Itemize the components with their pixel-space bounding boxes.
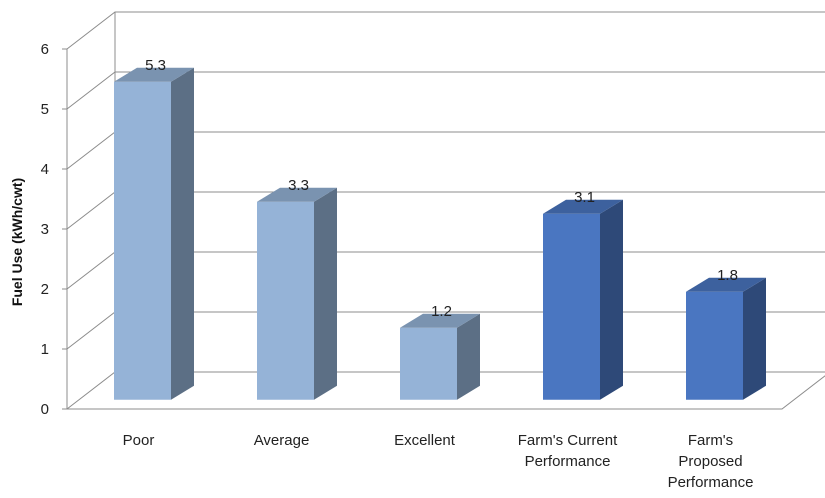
bar-top: [400, 313, 480, 328]
bars: [114, 67, 766, 400]
y-tick-label: 5: [41, 101, 49, 118]
bar-side: [457, 313, 480, 400]
category-label: Excellent: [394, 432, 456, 449]
category-label: Average: [254, 432, 310, 449]
bar-front: [400, 327, 457, 400]
bar-front: [686, 291, 743, 400]
category-label: Farm's Proposed Performance: [668, 432, 754, 491]
y-tick-label: 3: [41, 221, 49, 238]
data-label: 3.3: [288, 177, 309, 194]
category-labels: Poor Average Excellent Farm's Current Perfor…: [123, 432, 754, 491]
bar-top: [543, 199, 623, 214]
y-tick-label: 6: [41, 41, 49, 58]
gridline: [66, 11, 825, 50]
data-label: 3.1: [574, 189, 595, 206]
y-tick-label: 0: [41, 401, 49, 418]
bar-front: [114, 81, 171, 400]
category-label: Farm's Current Performance: [518, 432, 618, 470]
bar-side: [743, 277, 766, 400]
data-labels: 5.3 3.3 1.2 3.1 1.8: [145, 57, 738, 320]
floor-edge: [67, 375, 825, 410]
bar-side: [600, 199, 623, 400]
y-tick-label: 2: [41, 281, 49, 298]
bar-front: [543, 213, 600, 400]
bar-top: [257, 187, 337, 202]
y-axis-label: Fuel Use (kWh/cwt): [9, 178, 25, 306]
y-tick-label: 1: [41, 341, 49, 358]
data-label: 1.8: [717, 267, 738, 284]
category-label: Poor: [123, 432, 155, 449]
bar-side: [171, 67, 194, 400]
bar-top: [114, 67, 194, 82]
data-label: 5.3: [145, 57, 166, 74]
y-tick-label: 4: [41, 161, 49, 178]
gridline: [66, 71, 825, 110]
bar-side: [314, 187, 337, 400]
data-label: 1.2: [431, 303, 452, 320]
y-axis-tick-labels: 0 1 2 3 4 5 6: [41, 41, 49, 418]
bar-front: [257, 201, 314, 400]
bar-top: [686, 277, 766, 292]
